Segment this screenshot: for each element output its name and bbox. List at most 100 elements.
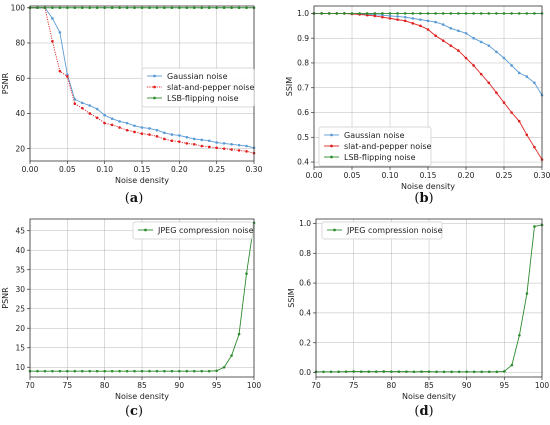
legend-swatch-marker [330,144,333,148]
legend-swatch-marker [153,96,156,100]
legend-swatch-marker [330,155,333,159]
data-point [163,137,166,141]
data-point [155,6,159,10]
y-tick-label: 35 [15,265,25,274]
data-point [237,6,241,10]
data-point [533,81,536,85]
data-point [495,50,498,54]
data-point [495,12,498,15]
y-tick-label: 0.4 [297,158,309,167]
legend-swatch-marker [153,74,156,78]
data-point [51,17,54,20]
y-tick-label: 0.6 [299,279,311,288]
data-point [449,12,453,15]
data-point [163,369,166,373]
data-point [185,135,189,139]
data-point [322,370,325,374]
data-point [178,140,181,143]
data-point [329,370,333,374]
data-point [358,12,361,15]
legend-entry-label: LSB-flipping noise [344,153,416,162]
data-point [36,369,39,373]
data-point [192,6,196,10]
data-point [525,133,529,137]
data-point [36,6,39,10]
data-point [510,64,513,67]
legend-entry-label: slat-and-pepper noise [167,83,255,92]
data-point [533,225,536,228]
data-point [73,6,77,10]
x-tick-label: 70 [25,381,35,390]
y-tick-label: 60 [15,74,25,83]
data-point [215,146,218,150]
data-point [118,369,121,373]
x-tick-label: 0.00 [22,165,39,174]
legend-box [132,221,254,240]
data-point [140,6,144,10]
data-point [192,369,196,373]
data-point [245,272,248,275]
data-point [222,147,226,150]
data-point [148,369,151,373]
data-point [192,142,196,146]
data-point [140,132,144,135]
data-point [495,91,498,94]
data-point [434,20,437,24]
y-tick-label: 80 [15,39,25,48]
data-point [207,139,211,143]
data-point [155,128,159,132]
data-point [80,6,84,10]
data-point [80,106,84,110]
data-point [88,112,92,115]
data-point [207,6,211,10]
data-point [457,370,461,374]
data-point [457,12,460,15]
data-point [163,131,166,135]
data-point [245,6,248,10]
x-tick-label: 80 [387,381,397,390]
legend-box [318,126,432,167]
data-point [66,75,69,78]
data-point [140,126,144,129]
data-point [88,6,92,10]
data-point [373,12,377,15]
legend-entry-label: LSB-flipping noise [167,94,239,103]
data-point [464,31,468,35]
data-point [103,113,106,117]
data-point [396,12,399,15]
data-point [178,134,181,137]
data-point [245,144,248,148]
data-point [95,107,99,111]
data-point [335,12,339,15]
y-tick-label: 20 [15,324,25,333]
data-point [133,130,136,134]
data-point [525,12,529,15]
data-point [426,28,430,31]
data-point [479,12,483,15]
data-point [58,31,62,34]
data-point [434,12,437,15]
data-point [465,370,468,374]
data-point [222,365,226,369]
data-point [426,12,430,15]
data-point [125,128,129,132]
y-tick-label: 0.2 [299,338,311,347]
data-point [155,369,159,373]
data-point [88,369,92,373]
data-point [73,369,77,373]
data-point [170,6,174,10]
data-point [178,369,181,373]
data-point [320,12,323,15]
chart-panel-a: 0.00 0.05 0.10 0.15 0.20 0.25 0.30 20 40 60 80 100 N… [1,3,263,206]
y-axis-label: SSIM [287,288,296,308]
x-tick-label: 90 [462,381,472,390]
data-point [427,370,431,373]
data-point [222,142,226,145]
data-point [517,12,521,15]
x-tick-label: 0.00 [306,171,323,180]
data-point [479,72,483,76]
data-point [374,370,378,373]
data-point [441,23,445,26]
data-point [390,370,393,373]
data-point [449,26,453,30]
